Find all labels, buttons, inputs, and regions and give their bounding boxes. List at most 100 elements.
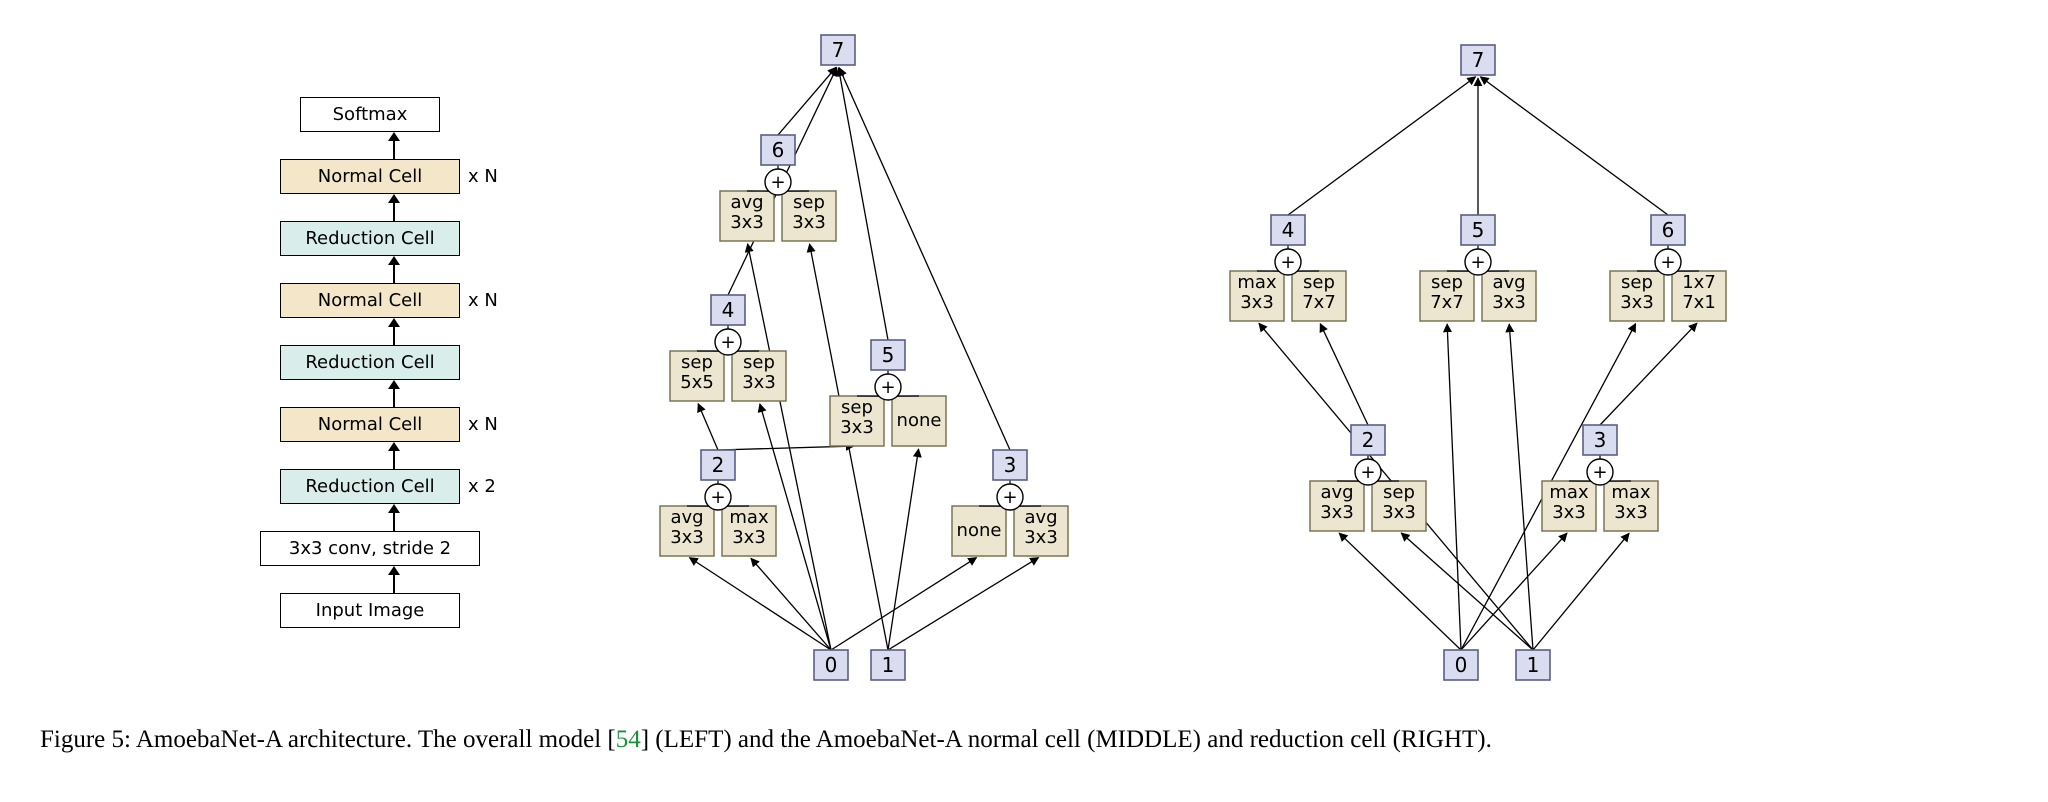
cell-node-label: 0 bbox=[1455, 653, 1468, 677]
stack-cell: Normal Cell bbox=[280, 283, 460, 318]
stack-row: Normal Cellx N bbox=[280, 407, 508, 442]
stack-arrow bbox=[388, 132, 400, 159]
stack-row: Reduction Cellx 2 bbox=[280, 469, 508, 504]
edge bbox=[1509, 324, 1533, 650]
cell-node-label: 0 bbox=[825, 653, 838, 677]
overall-model-stack: Input Image 3x3 conv, stride 2 Reduction C… bbox=[260, 97, 528, 628]
edge bbox=[1600, 323, 1697, 425]
edge bbox=[1339, 533, 1461, 650]
cell-node-label: 3 bbox=[1004, 453, 1017, 477]
stack-cell: Softmax bbox=[300, 97, 440, 132]
cell-node-label: 5 bbox=[1472, 218, 1485, 242]
edge bbox=[1288, 77, 1476, 215]
op-label: 3x3 bbox=[1382, 502, 1416, 523]
op-label: max bbox=[1549, 482, 1589, 503]
edge bbox=[698, 404, 718, 450]
edge bbox=[839, 68, 888, 340]
op-label: 3x3 bbox=[1320, 502, 1354, 523]
stack-cell: Normal Cell bbox=[280, 159, 460, 194]
stack-arrow bbox=[388, 194, 400, 221]
stack-arrow bbox=[388, 442, 400, 469]
op-label: 3x3 bbox=[792, 212, 826, 233]
op-label: 3x3 bbox=[840, 417, 874, 438]
op-label: 3x3 bbox=[1492, 292, 1526, 313]
caption-text-suffix: ] (LEFT) and the AmoebaNet-A normal cell… bbox=[641, 726, 1492, 753]
edge bbox=[1447, 324, 1461, 650]
op-label: sep bbox=[1431, 272, 1463, 293]
plus-label: + bbox=[710, 487, 725, 508]
cell-node-label: 1 bbox=[1527, 653, 1540, 677]
plus-label: + bbox=[1470, 252, 1485, 273]
plus-label: + bbox=[1592, 462, 1607, 483]
cell-node-label: 7 bbox=[1472, 48, 1485, 72]
op-label: 1x7 bbox=[1682, 272, 1716, 293]
normal-cell-diagram: avg3x3max3x3+noneavg3x3+sep5x5sep3x3+sep… bbox=[568, 20, 1128, 705]
stack-arrow bbox=[388, 380, 400, 407]
stack-arrow bbox=[388, 256, 400, 283]
cell-node-label: 1 bbox=[882, 653, 895, 677]
op-label: 7x1 bbox=[1682, 292, 1716, 313]
op-label: 3x3 bbox=[670, 527, 704, 548]
op-label: sep bbox=[841, 397, 873, 418]
stack-arrow bbox=[388, 504, 400, 531]
op-label: none bbox=[897, 410, 942, 431]
reduction-cell-diagram: avg3x3sep3x3+max3x3max3x3+max3x3sep7x7+s… bbox=[1168, 20, 1788, 705]
plus-label: + bbox=[1002, 487, 1017, 508]
cell-node-label: 2 bbox=[712, 453, 725, 477]
stack-row: Reduction Cell bbox=[280, 221, 508, 256]
op-label: 7x7 bbox=[1430, 292, 1464, 313]
op-label: sep bbox=[793, 192, 825, 213]
op-label: max bbox=[1611, 482, 1651, 503]
op-label: 3x3 bbox=[730, 212, 764, 233]
op-label: 3x3 bbox=[732, 527, 766, 548]
op-label: avg bbox=[670, 507, 703, 528]
stack-cell: Reduction Cell bbox=[280, 345, 460, 380]
stack-multiplier: x N bbox=[468, 166, 508, 187]
op-label: 3x3 bbox=[1614, 502, 1648, 523]
cell-node-label: 2 bbox=[1362, 428, 1375, 452]
op-label: sep bbox=[681, 352, 713, 373]
stack-arrow bbox=[388, 318, 400, 345]
op-label: 3x3 bbox=[742, 372, 776, 393]
op-label: 5x5 bbox=[680, 372, 714, 393]
op-label: sep bbox=[1303, 272, 1335, 293]
edge bbox=[778, 67, 836, 135]
op-label: max bbox=[1237, 272, 1277, 293]
stack-row: Input Image bbox=[280, 593, 508, 628]
stack-cell: Input Image bbox=[280, 593, 460, 628]
stack-row: 3x3 conv, stride 2 bbox=[260, 531, 528, 566]
op-label: 3x3 bbox=[1552, 502, 1586, 523]
stack-multiplier: x N bbox=[468, 414, 508, 435]
stack-multiplier: x N bbox=[468, 290, 508, 311]
op-label: avg bbox=[1320, 482, 1353, 503]
plus-label: + bbox=[770, 172, 785, 193]
stack-row: Reduction Cell bbox=[280, 345, 508, 380]
op-label: max bbox=[729, 507, 769, 528]
cell-node-label: 5 bbox=[882, 343, 895, 367]
edge bbox=[1320, 324, 1368, 425]
stack-row: Normal Cell x N bbox=[280, 159, 508, 194]
edge bbox=[751, 558, 831, 650]
stack-row: Softmax bbox=[300, 97, 488, 132]
stack-multiplier: x 2 bbox=[468, 476, 508, 497]
cell-node-label: 6 bbox=[1662, 218, 1675, 242]
edge bbox=[888, 449, 919, 650]
edge bbox=[690, 558, 831, 650]
cell-node-label: 6 bbox=[772, 138, 785, 162]
op-label: avg bbox=[730, 192, 763, 213]
citation-link[interactable]: 54 bbox=[616, 726, 641, 753]
cell-node-label: 7 bbox=[832, 38, 845, 62]
op-label: 3x3 bbox=[1620, 292, 1654, 313]
edge bbox=[1480, 77, 1668, 215]
op-label: 3x3 bbox=[1240, 292, 1274, 313]
stack-cell: Reduction Cell bbox=[280, 221, 460, 256]
op-label: avg bbox=[1024, 507, 1057, 528]
figure-panels: Input Image 3x3 conv, stride 2 Reduction C… bbox=[40, 20, 2008, 705]
op-label: none bbox=[957, 520, 1002, 541]
plus-label: + bbox=[880, 377, 895, 398]
plus-label: + bbox=[1360, 462, 1375, 483]
op-label: avg bbox=[1492, 272, 1525, 293]
op-label: sep bbox=[743, 352, 775, 373]
cell-node-label: 3 bbox=[1594, 428, 1607, 452]
edge bbox=[1533, 533, 1629, 650]
